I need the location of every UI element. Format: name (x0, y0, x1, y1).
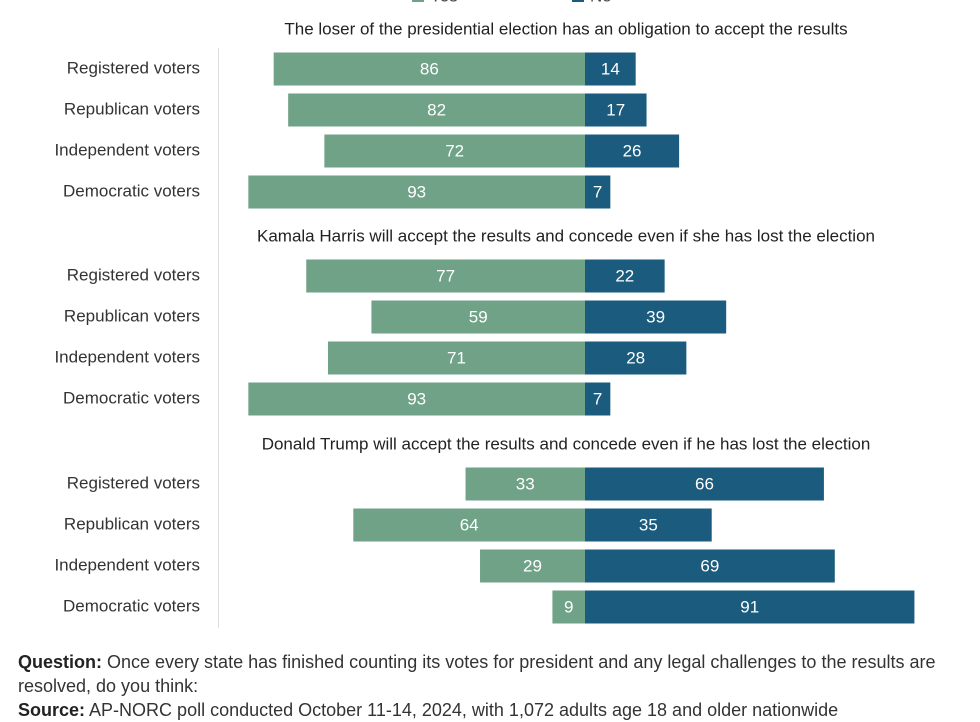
bar-label: 9 (564, 597, 573, 616)
bar-label: 39 (646, 307, 665, 326)
category-label: Registered voters (67, 473, 200, 492)
bar-label: 82 (427, 100, 446, 119)
bar-label: 28 (626, 348, 645, 367)
legend-swatch (572, 0, 584, 2)
source: Source: AP-NORC poll conducted October 1… (18, 698, 968, 722)
panel-title: Kamala Harris will accept the results an… (257, 226, 875, 245)
bar (585, 259, 665, 293)
bar-label: 35 (639, 515, 658, 534)
category-label: Independent voters (54, 555, 200, 574)
bar (585, 300, 727, 334)
bar-label: 26 (623, 141, 642, 160)
legend-label: Yes (430, 0, 458, 5)
bar (480, 549, 585, 583)
bar-label: 29 (523, 556, 542, 575)
bar-label: 64 (460, 515, 479, 534)
bar-label: 14 (601, 59, 620, 78)
bar-label: 7 (593, 389, 602, 408)
category-label: Democratic voters (63, 388, 200, 407)
bar (585, 134, 680, 168)
category-label: Registered voters (67, 58, 200, 77)
chart: Yes No The loser of the presidential elect… (54, 0, 915, 628)
bar-label: 93 (407, 182, 426, 201)
bar (585, 590, 915, 624)
bar (552, 590, 585, 624)
category-label: Independent voters (54, 140, 200, 159)
bar-label: 71 (447, 348, 466, 367)
bar (585, 52, 636, 86)
bar (248, 382, 585, 416)
bar (465, 467, 585, 501)
bar-label: 22 (615, 266, 634, 285)
bar (306, 259, 585, 293)
legend-swatch (412, 0, 424, 2)
bar-label: 93 (407, 389, 426, 408)
footer: Question: Once every state has finished … (18, 650, 968, 722)
bar-label: 7 (593, 182, 602, 201)
category-label: Republican voters (64, 514, 200, 533)
source-label: Source: (18, 700, 86, 720)
bar-label: 77 (436, 266, 455, 285)
bar (371, 300, 585, 334)
bar (585, 382, 611, 416)
bar (324, 134, 585, 168)
category-label: Democratic voters (63, 596, 200, 615)
source-text: AP-NORC poll conducted October 11-14, 20… (89, 700, 839, 720)
bar (585, 467, 824, 501)
bar (273, 52, 585, 86)
bar-label: 59 (469, 307, 488, 326)
question: Question: Once every state has finished … (18, 650, 968, 698)
category-label: Republican voters (64, 99, 200, 118)
bar-label: 66 (695, 474, 714, 493)
panel-title: Donald Trump will accept the results and… (262, 434, 871, 453)
bar-label: 86 (420, 59, 439, 78)
question-label: Question: (18, 652, 102, 672)
category-label: Democratic voters (63, 181, 200, 200)
bar (585, 341, 687, 375)
bar (353, 508, 585, 542)
category-label: Registered voters (67, 265, 200, 284)
bar-label: 17 (606, 100, 625, 119)
category-label: Republican voters (64, 306, 200, 325)
bar-label: 33 (516, 474, 535, 493)
bar (248, 175, 585, 209)
legend-label: No (590, 0, 612, 5)
bar (585, 549, 835, 583)
bar-label: 91 (740, 597, 759, 616)
question-text: Once every state has finished counting i… (18, 652, 936, 696)
bar (585, 508, 712, 542)
bar-label: 72 (445, 141, 464, 160)
panel-title: The loser of the presidential election h… (284, 19, 847, 38)
bar (288, 93, 585, 127)
bar (585, 93, 647, 127)
bar (327, 341, 585, 375)
bar (585, 175, 611, 209)
bar-label: 69 (700, 556, 719, 575)
category-label: Independent voters (54, 347, 200, 366)
